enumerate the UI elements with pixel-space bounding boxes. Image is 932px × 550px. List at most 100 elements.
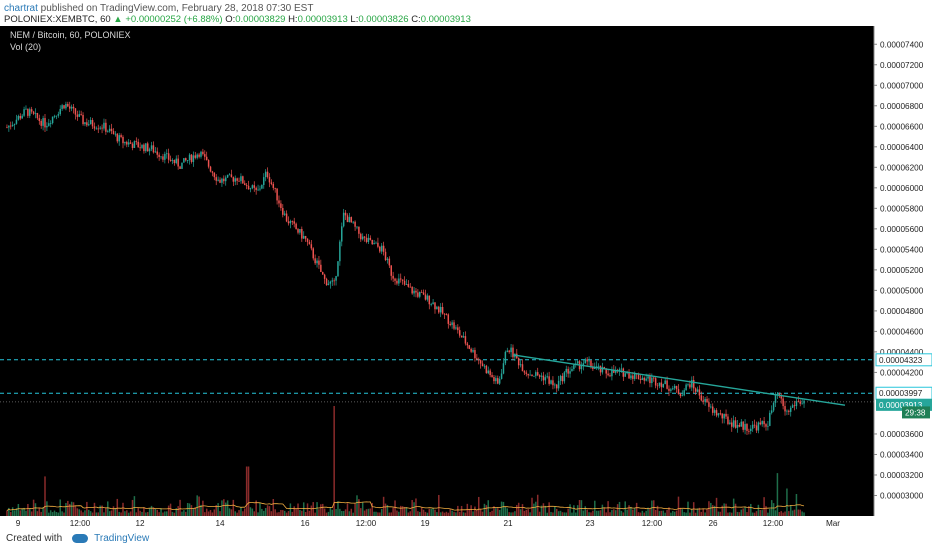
trendline[interactable]: [513, 354, 846, 406]
candle-body: [88, 124, 90, 126]
volume-bar: [137, 508, 139, 516]
candle-body: [755, 425, 758, 431]
candle-body: [270, 182, 273, 184]
candle-body: [107, 131, 109, 133]
tradingview-brand[interactable]: TradingView: [94, 533, 150, 544]
volume-bar: [8, 507, 10, 516]
volume-bar: [17, 504, 20, 516]
candle-body: [291, 221, 294, 222]
candle-body: [685, 384, 687, 391]
candle-body: [517, 358, 520, 366]
candle-body: [371, 239, 373, 245]
volume-bar: [29, 508, 31, 516]
volume-bar: [204, 512, 206, 516]
candle-body: [164, 153, 166, 160]
candle-body: [443, 313, 446, 315]
candle-body: [654, 378, 657, 386]
trendline-line[interactable]: [513, 354, 846, 406]
volume-bar: [108, 511, 111, 516]
candle-body: [82, 114, 84, 125]
price-tag-label: 29:38: [905, 408, 926, 417]
volume-bar: [25, 510, 27, 516]
volume-bar: [399, 505, 402, 516]
open-label: O:: [225, 14, 236, 25]
time-axis[interactable]: [0, 516, 874, 529]
candle-body: [584, 359, 587, 364]
volume-bar: [124, 511, 126, 516]
volume-bar: [371, 502, 373, 516]
candle-body: [337, 261, 339, 277]
candle-body: [681, 395, 684, 397]
volume-bar: [784, 511, 786, 516]
volume-bar: [259, 502, 261, 516]
candle-body: [519, 364, 522, 366]
candle-body: [95, 128, 98, 130]
volume-bar: [173, 512, 176, 516]
volume-bar: [270, 511, 273, 516]
candle-body: [59, 108, 61, 115]
volume-bar: [257, 512, 259, 516]
volume-bar: [88, 509, 90, 516]
published-text: published on TradingView.com, February 2…: [37, 3, 314, 14]
price-chart[interactable]: 0.00007400 0.00007200 0.00007000 0.00006800…: [0, 26, 932, 529]
candle-body: [188, 154, 191, 161]
candle-body: [25, 108, 27, 110]
candle-body: [310, 244, 313, 249]
x-tick-label: 12:00: [763, 519, 784, 528]
candle-body: [17, 116, 20, 120]
candle-body: [428, 295, 431, 305]
candle-body: [455, 327, 457, 329]
close-label: C:: [411, 14, 421, 25]
y-tick-label: 0.00006000: [880, 184, 924, 193]
candle-body: [167, 153, 170, 160]
y-tick-label: 0.00006400: [880, 143, 924, 152]
candle-body: [105, 122, 107, 132]
volume-bar: [352, 512, 354, 516]
candle-body: [786, 410, 788, 412]
candle-body: [664, 380, 666, 385]
volume-bar: [40, 511, 42, 516]
volume-bar: [11, 507, 14, 516]
publish-info: chartrat published on TradingView.com, F…: [4, 3, 313, 14]
volume-bar: [529, 512, 531, 516]
candle-body: [789, 407, 792, 412]
author-link[interactable]: chartrat: [4, 3, 38, 14]
candle-body: [118, 135, 120, 142]
volume-bar: [744, 506, 746, 516]
volume-bar: [628, 505, 630, 516]
candle-body: [601, 367, 604, 373]
candle-body: [620, 368, 623, 370]
candle-body: [399, 278, 402, 280]
y-tick-label: 0.00003200: [880, 471, 924, 480]
volume-bar: [192, 508, 195, 516]
volume-bar: [34, 503, 37, 516]
candle-body: [706, 398, 708, 403]
volume-bar: [477, 496, 480, 516]
volume-bar: [61, 511, 63, 516]
volume-bar: [280, 509, 282, 516]
price-axis[interactable]: [874, 26, 932, 529]
candle-body: [420, 291, 423, 293]
candle-body: [245, 185, 248, 186]
candle-body: [86, 122, 88, 126]
candle-body: [449, 323, 451, 325]
volume-bar: [36, 511, 39, 516]
volume-bar: [696, 508, 699, 516]
volume-bar: [295, 508, 297, 516]
candle-body: [333, 280, 335, 282]
candle-body: [797, 401, 800, 403]
candle-body: [122, 136, 124, 144]
candle-body: [341, 226, 343, 242]
candle-body: [643, 377, 645, 381]
candle-body: [331, 280, 334, 282]
volume-bar: [200, 504, 202, 516]
volume-bar: [622, 512, 625, 516]
candle-body: [793, 405, 796, 407]
candle-body: [403, 280, 406, 285]
tradingview-logo-icon: [72, 534, 89, 543]
candle-body: [799, 401, 801, 404]
volume-bar: [89, 511, 92, 516]
candle-body: [462, 336, 465, 338]
volume-bar: [413, 502, 415, 516]
candle-body: [670, 389, 672, 391]
